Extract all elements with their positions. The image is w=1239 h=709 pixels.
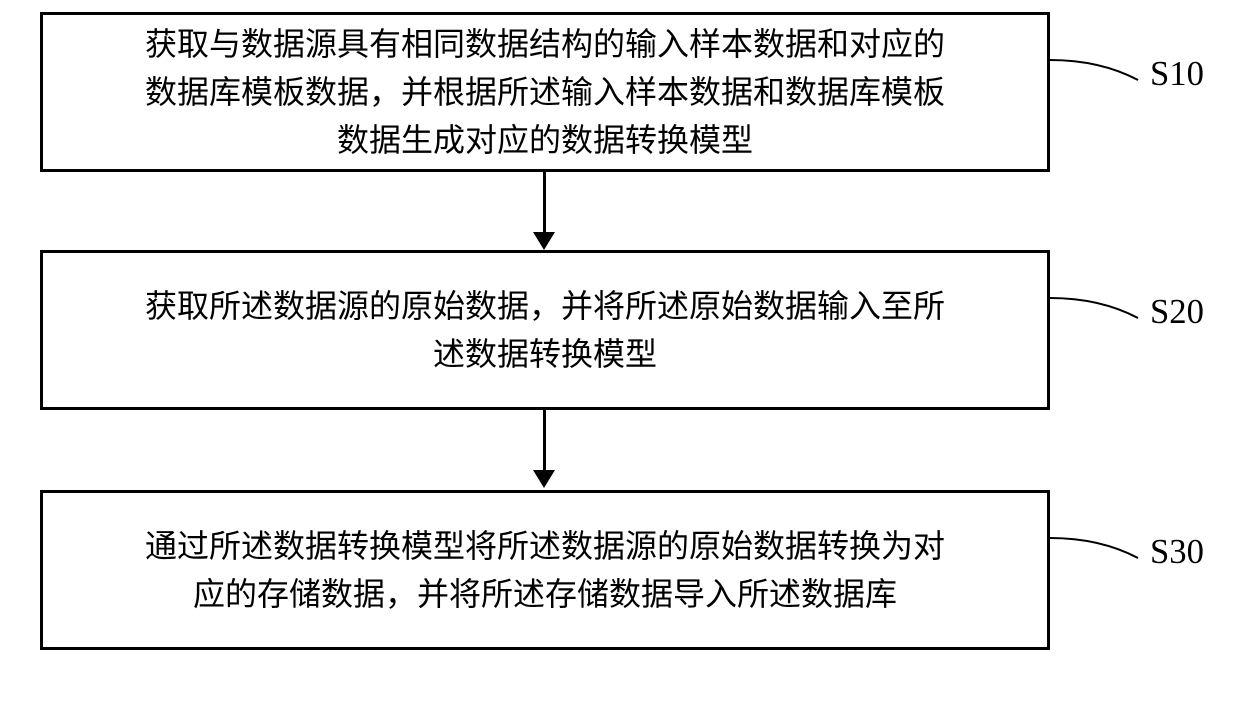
flowchart-canvas: 获取与数据源具有相同数据结构的输入样本数据和对应的 数据库模板数据，并根据所述输… [0, 0, 1239, 709]
lead-line-s20 [1050, 293, 1145, 333]
label-text: S10 [1150, 55, 1204, 93]
flowchart-step-s20-text: 获取所述数据源的原始数据，并将所述原始数据输入至所 述数据转换模型 [145, 282, 945, 378]
flow-arrow-1-head [533, 232, 555, 250]
lead-line-s30 [1050, 533, 1145, 573]
flowchart-step-s10: 获取与数据源具有相同数据结构的输入样本数据和对应的 数据库模板数据，并根据所述输… [40, 12, 1050, 172]
label-text: S30 [1150, 533, 1204, 571]
flow-arrow-2-head [533, 470, 555, 488]
lead-line-s10 [1050, 55, 1145, 95]
flowchart-step-label-s20: S20 [1150, 293, 1204, 332]
flowchart-step-s30-text: 通过所述数据转换模型将所述数据源的原始数据转换为对 应的存储数据，并将所述存储数… [145, 522, 945, 618]
flowchart-step-s30: 通过所述数据转换模型将所述数据源的原始数据转换为对 应的存储数据，并将所述存储数… [40, 490, 1050, 650]
flow-arrow-1-line [543, 172, 546, 234]
flowchart-step-s10-text: 获取与数据源具有相同数据结构的输入样本数据和对应的 数据库模板数据，并根据所述输… [145, 20, 945, 164]
label-text: S20 [1150, 293, 1204, 331]
flowchart-step-s20: 获取所述数据源的原始数据，并将所述原始数据输入至所 述数据转换模型 [40, 250, 1050, 410]
flowchart-step-label-s10: S10 [1150, 55, 1204, 94]
flowchart-step-label-s30: S30 [1150, 533, 1204, 572]
flow-arrow-2-line [543, 410, 546, 472]
